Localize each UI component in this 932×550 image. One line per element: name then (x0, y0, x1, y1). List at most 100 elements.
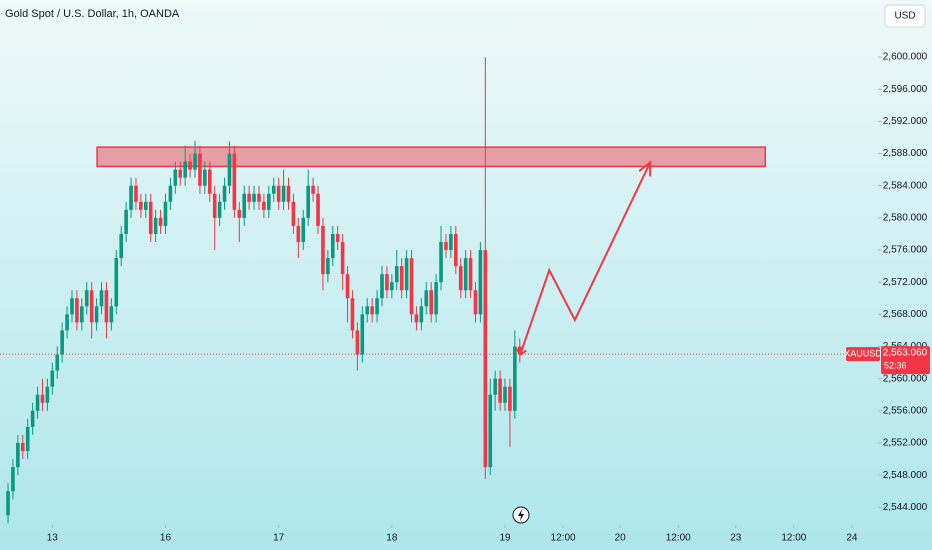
candle-body (444, 241, 448, 251)
y-tick-label: 2,552.000 (883, 438, 928, 449)
candle-body (65, 314, 69, 331)
candle-body (84, 290, 89, 307)
candle-body (40, 394, 45, 403)
candle-body (296, 225, 301, 242)
candle-body (473, 290, 478, 315)
candle-body (355, 330, 360, 355)
candle-body (129, 185, 133, 210)
candle-body (508, 386, 512, 411)
y-tick-label: 2,544.000 (883, 502, 928, 513)
x-tick-label: 16 (160, 533, 172, 544)
x-tick-label: 20 (615, 533, 627, 544)
candle-body (321, 225, 325, 275)
x-tick-label: 24 (846, 533, 858, 544)
candle-body (449, 233, 453, 251)
x-tick-label: 12:00 (551, 533, 576, 544)
candle-body (488, 394, 493, 468)
candle-body (198, 153, 202, 186)
candle-body (434, 282, 438, 315)
candle-body (222, 185, 227, 202)
candle-body (94, 306, 99, 323)
candle-body (144, 201, 148, 210)
y-tick-label: 2,600.000 (883, 52, 928, 63)
replay-icon[interactable] (512, 506, 530, 524)
candle-body (286, 185, 291, 202)
candle-body (257, 193, 261, 202)
y-tick-label: 2,592.000 (883, 116, 928, 127)
candle-body (217, 201, 222, 218)
candle-body (168, 185, 173, 202)
candle-body (517, 346, 522, 355)
candle-body (399, 266, 404, 291)
candle-body (375, 298, 379, 315)
candle-body (16, 442, 20, 468)
candle-body (306, 185, 310, 218)
candle-body (139, 201, 143, 210)
candle-body (163, 201, 168, 226)
arrow-head (638, 160, 652, 177)
candle-body (424, 290, 429, 307)
x-tick-label: 12:00 (666, 533, 691, 544)
candle-body (178, 169, 183, 178)
candle-body (493, 378, 497, 395)
x-tick-label: 12:00 (781, 533, 806, 544)
candle-body (301, 217, 306, 242)
projection-arrow (519, 161, 652, 355)
candle-body (193, 153, 197, 170)
candle-body (458, 266, 463, 291)
candle-body (390, 282, 394, 291)
candle-body (350, 298, 355, 331)
candle-body (148, 201, 153, 234)
candle-body (45, 386, 50, 403)
candle-body (414, 314, 419, 323)
candle-body (6, 491, 10, 516)
candle-body (316, 193, 320, 226)
candle-body (20, 442, 25, 452)
x-tick-label: 13 (47, 533, 59, 544)
candle-body (419, 306, 424, 323)
candle-body (380, 274, 384, 299)
candle-body (454, 233, 458, 267)
currency-button[interactable] (884, 4, 926, 28)
candle-body (503, 386, 507, 403)
candle-body (55, 354, 60, 371)
candle-body (340, 241, 345, 275)
countdown: 52:36 (884, 360, 907, 370)
y-tick-label: 2,580.000 (883, 213, 928, 224)
candle-body (183, 161, 187, 178)
x-tick-label: 19 (499, 533, 511, 544)
currency[interactable]: USD (894, 11, 915, 22)
candle-body (468, 258, 473, 291)
candle-body (188, 161, 192, 170)
candle-body (30, 410, 35, 427)
candle-body (173, 169, 178, 186)
candle-body (478, 250, 483, 315)
chart-title: Gold Spot / U.S. Dollar, 1h, OANDA (5, 8, 180, 20)
candle-body (227, 153, 232, 186)
x-tick-label: 17 (273, 533, 285, 544)
symbol-tag (846, 347, 880, 362)
candle-body (50, 370, 55, 387)
symbol-label: XAUUSD (844, 348, 882, 358)
candle-body (463, 258, 468, 291)
candle-body (89, 290, 94, 323)
candle-body (360, 314, 365, 355)
y-tick-label: 2,548.000 (883, 470, 928, 481)
candle-body (439, 241, 443, 283)
candle-body (247, 193, 251, 202)
candle-body (70, 298, 74, 315)
candle-body (429, 290, 434, 315)
candle-body (311, 185, 315, 194)
resistance-zone (96, 146, 767, 168)
candle-body (385, 274, 389, 291)
candle-body (291, 201, 296, 226)
candle-body (153, 217, 158, 234)
candle-body (119, 233, 123, 259)
candle-body (104, 290, 109, 323)
candle-body (409, 258, 414, 315)
candle-body (11, 467, 15, 492)
candle-body (212, 193, 217, 218)
y-tick-label: 2,576.000 (883, 245, 928, 256)
candle-body (207, 169, 212, 194)
y-tick-label: 2,560.000 (883, 373, 928, 384)
